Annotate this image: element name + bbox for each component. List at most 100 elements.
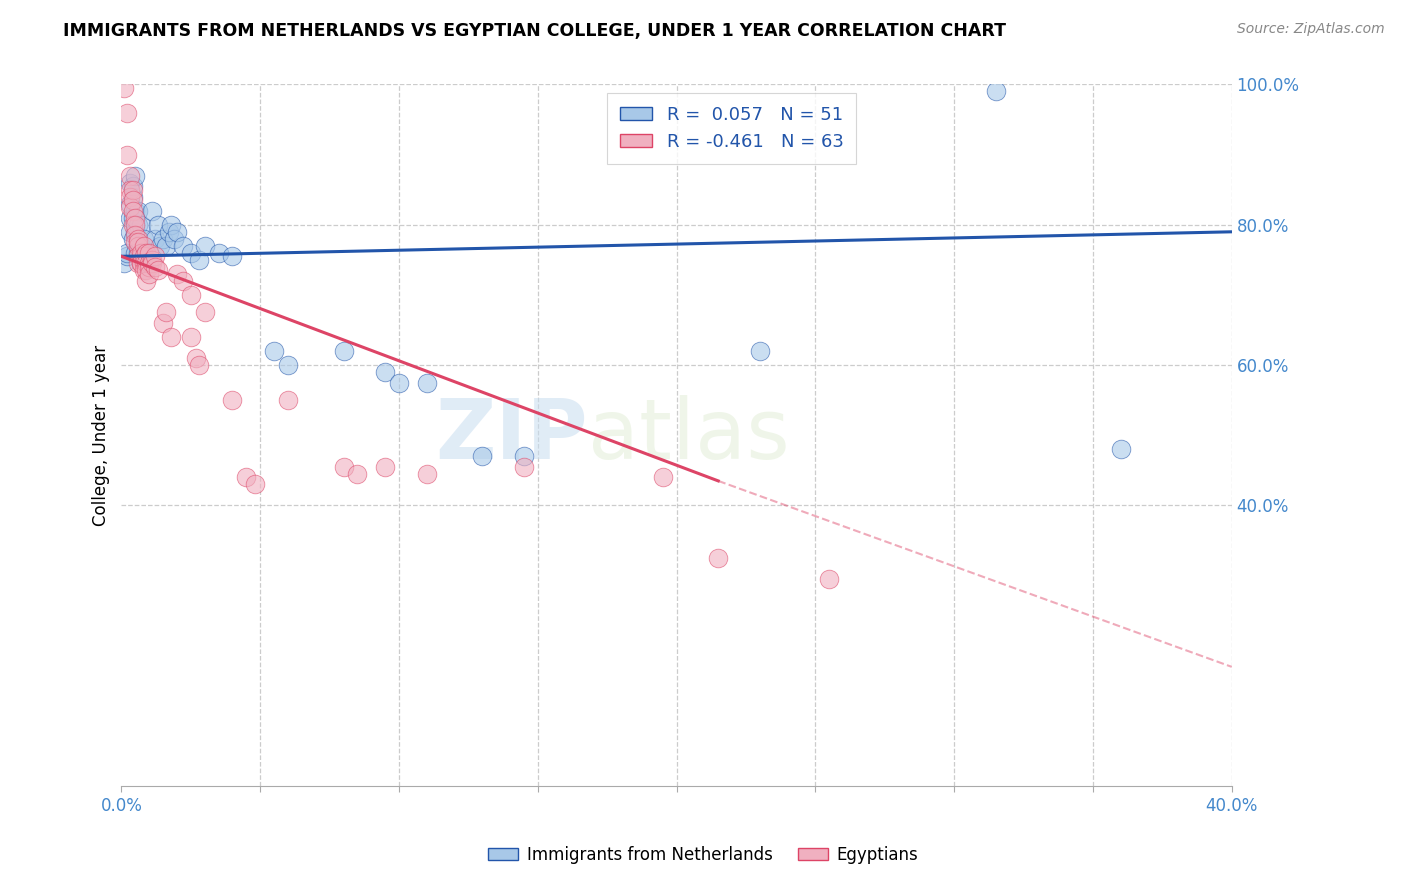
Point [374, 459, 396, 474]
Point [135, 256, 157, 270]
Point [180, 330, 202, 344]
Point [132, 239, 155, 253]
Point [127, 218, 149, 232]
Point [277, 358, 299, 372]
Point [129, 239, 152, 253]
Point [112, 81, 135, 95]
Point [157, 225, 180, 239]
Point [127, 245, 149, 260]
Text: IMMIGRANTS FROM NETHERLANDS VS EGYPTIAN COLLEGE, UNDER 1 YEAR CORRELATION CHART: IMMIGRANTS FROM NETHERLANDS VS EGYPTIAN … [63, 22, 1007, 40]
Point [180, 245, 202, 260]
Point [124, 228, 146, 243]
Point [127, 203, 149, 218]
Point [141, 256, 163, 270]
Point [221, 249, 243, 263]
Legend: R =  0.057   N = 51, R = -0.461   N = 63: R = 0.057 N = 51, R = -0.461 N = 63 [607, 94, 856, 164]
Point [143, 232, 166, 246]
Point [146, 218, 169, 232]
Point [141, 203, 163, 218]
Point [149, 239, 172, 253]
Point [118, 169, 141, 183]
Point [118, 190, 141, 204]
Point [471, 450, 494, 464]
Point [163, 232, 186, 246]
Point [155, 305, 177, 319]
Point [186, 351, 208, 365]
Point [172, 239, 194, 253]
Point [194, 239, 217, 253]
Point [188, 252, 211, 267]
Point [263, 344, 285, 359]
Point [160, 330, 183, 344]
Text: Source: ZipAtlas.com: Source: ZipAtlas.com [1237, 22, 1385, 37]
Point [221, 393, 243, 408]
Text: atlas: atlas [588, 395, 790, 475]
Point [207, 245, 229, 260]
Point [127, 239, 149, 253]
Point [155, 239, 177, 253]
Point [332, 344, 354, 359]
Point [112, 256, 135, 270]
Point [132, 232, 155, 246]
Point [135, 274, 157, 288]
Point [124, 225, 146, 239]
Point [1109, 442, 1132, 457]
Point [707, 551, 730, 566]
Point [124, 203, 146, 218]
Point [127, 232, 149, 246]
Point [135, 263, 157, 277]
Point [115, 245, 138, 260]
Point [124, 235, 146, 250]
Point [129, 249, 152, 263]
Point [416, 467, 439, 481]
Point [132, 256, 155, 270]
Point [388, 376, 411, 390]
Point [118, 196, 141, 211]
Point [188, 358, 211, 372]
Point [143, 260, 166, 274]
Point [243, 477, 266, 491]
Point [143, 249, 166, 263]
Point [651, 470, 673, 484]
Point [146, 263, 169, 277]
Point [166, 267, 188, 281]
Point [135, 245, 157, 260]
Point [129, 256, 152, 270]
Point [277, 393, 299, 408]
Y-axis label: College, Under 1 year: College, Under 1 year [93, 344, 110, 526]
Point [121, 211, 143, 225]
Point [121, 183, 143, 197]
Point [115, 249, 138, 263]
Point [138, 245, 160, 260]
Point [513, 459, 536, 474]
Legend: Immigrants from Netherlands, Egyptians: Immigrants from Netherlands, Egyptians [482, 839, 924, 871]
Point [121, 179, 143, 194]
Point [180, 288, 202, 302]
Point [121, 190, 143, 204]
Point [121, 203, 143, 218]
Point [118, 183, 141, 197]
Point [121, 232, 143, 246]
Point [115, 105, 138, 120]
Point [132, 249, 155, 263]
Point [416, 376, 439, 390]
Point [818, 572, 841, 586]
Point [121, 218, 143, 232]
Point [194, 305, 217, 319]
Point [124, 211, 146, 225]
Point [132, 245, 155, 260]
Point [124, 218, 146, 232]
Point [152, 232, 174, 246]
Point [152, 316, 174, 330]
Point [160, 218, 183, 232]
Point [124, 245, 146, 260]
Point [127, 249, 149, 263]
Point [135, 252, 157, 267]
Point [138, 260, 160, 274]
Point [346, 467, 368, 481]
Point [118, 225, 141, 239]
Point [374, 365, 396, 379]
Point [138, 267, 160, 281]
Point [129, 218, 152, 232]
Point [127, 235, 149, 250]
